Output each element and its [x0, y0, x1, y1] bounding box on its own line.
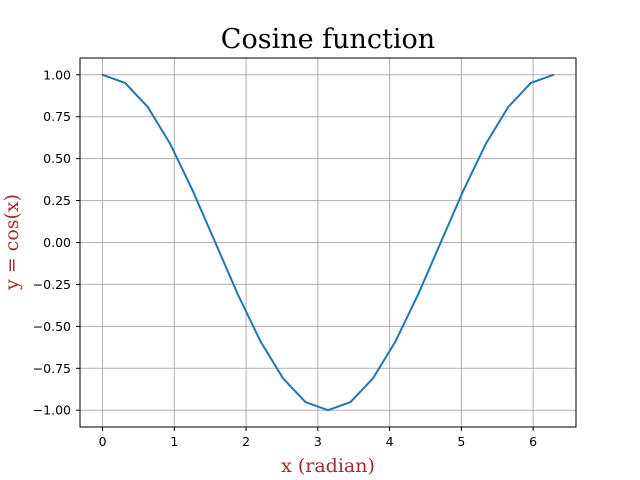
x-tick-label: 4: [386, 434, 394, 449]
x-axis-label: x (radian): [281, 455, 375, 477]
y-tick-label: 0.75: [43, 109, 71, 124]
chart-title: Cosine function: [221, 24, 435, 55]
ticks: 0 1 2 3 4 5 6 1.00 0.75 0.50 0.25 0.00 −0.25 −0.50 −0.…: [33, 67, 537, 449]
x-tick-label: 5: [457, 434, 465, 449]
x-tick-label: 3: [314, 434, 322, 449]
y-tick-label: −0.50: [33, 319, 71, 334]
series-layer: [101, 73, 555, 412]
y-tick-label: −0.75: [33, 361, 71, 376]
x-tick-label: 6: [529, 434, 537, 449]
y-tick-label: 0.00: [43, 235, 71, 250]
y-tick-label: 0.50: [43, 151, 71, 166]
y-tick-label: 1.00: [43, 67, 71, 82]
x-tick-label: 1: [170, 434, 178, 449]
y-tick-label: −0.25: [33, 277, 71, 292]
cosine-line: [101, 73, 555, 412]
grid: [80, 58, 576, 427]
y-axis-label: y = cos(x): [1, 194, 23, 291]
y-tick-label: 0.25: [43, 193, 71, 208]
x-tick-label: 0: [99, 434, 107, 449]
y-tick-label: −1.00: [33, 403, 71, 418]
x-tick-label: 2: [242, 434, 250, 449]
